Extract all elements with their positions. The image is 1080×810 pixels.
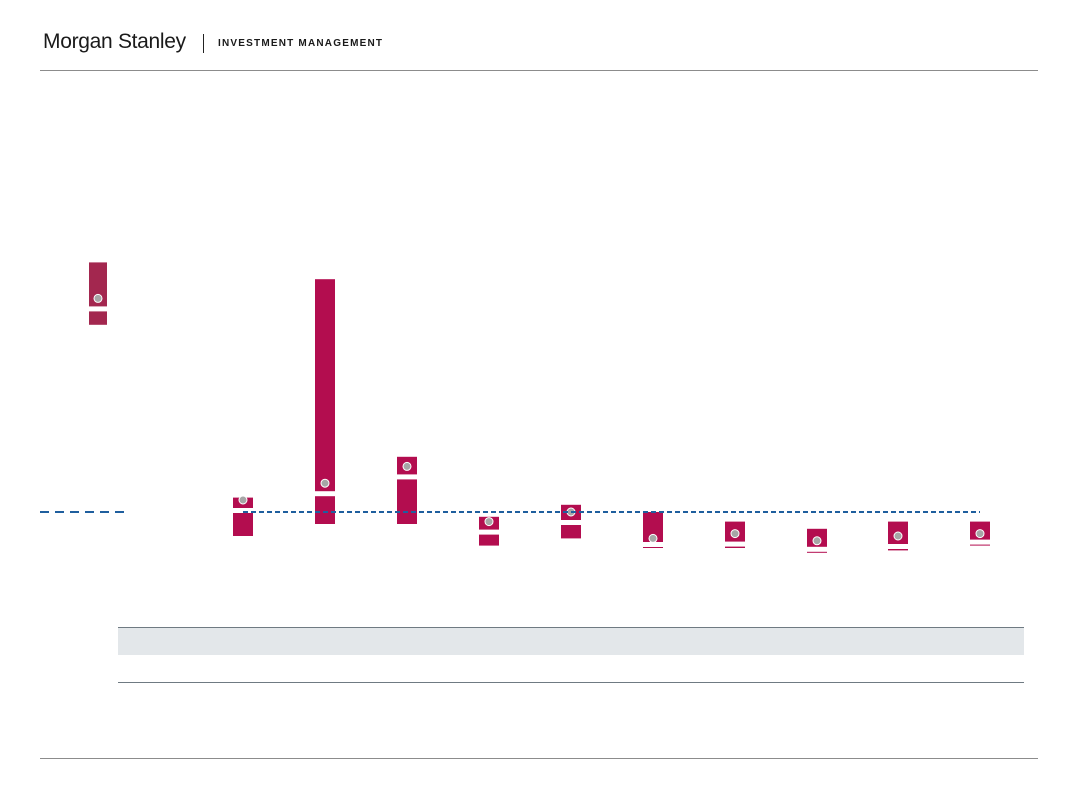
range-bar-3	[314, 279, 336, 524]
range-bar-gap	[478, 529, 500, 535]
range-bar-rect	[315, 279, 335, 524]
point-marker	[320, 478, 330, 488]
range-bar-gap	[642, 542, 664, 547]
table-bottom-rule	[118, 682, 1024, 683]
range-bar-6	[560, 504, 582, 539]
table-header-band	[118, 627, 1024, 655]
range-bar-gap	[724, 541, 746, 547]
range-bar-rect	[233, 497, 253, 536]
range-bar-rect	[397, 456, 417, 524]
range-bar-5	[478, 516, 500, 546]
range-bar-2	[232, 495, 254, 536]
range-bar-10	[887, 521, 909, 551]
range-bar-gap	[232, 508, 254, 513]
range-bar-gap	[87, 306, 109, 312]
range-bar-gap	[560, 520, 582, 525]
range-bar-rect	[89, 262, 107, 325]
point-marker	[812, 536, 822, 546]
range-bar-9	[806, 528, 828, 553]
point-marker	[975, 529, 985, 539]
range-bar-8	[724, 521, 746, 548]
point-marker	[648, 533, 658, 543]
point-marker	[484, 517, 494, 527]
point-marker	[402, 461, 412, 471]
range-bar-1	[87, 262, 109, 325]
header-divider	[203, 34, 204, 53]
range-bar-7	[642, 512, 664, 548]
range-bar-gap	[969, 539, 991, 545]
header-rule	[40, 70, 1038, 71]
point-marker	[238, 495, 248, 505]
point-marker	[93, 293, 103, 303]
range-bar-11	[969, 521, 991, 546]
range-bar-gap	[806, 546, 828, 552]
brand-logo: Morgan Stanley	[43, 30, 186, 53]
header-subtitle: INVESTMENT MANAGEMENT	[218, 38, 384, 49]
range-bar-rect	[643, 512, 663, 548]
footer-rule	[40, 758, 1038, 759]
point-marker	[893, 531, 903, 541]
range-bar-gap	[314, 491, 336, 497]
range-bar-4	[396, 456, 418, 524]
point-marker	[730, 529, 740, 539]
range-bar-gap	[396, 474, 418, 480]
range-bar-gap	[887, 544, 909, 549]
